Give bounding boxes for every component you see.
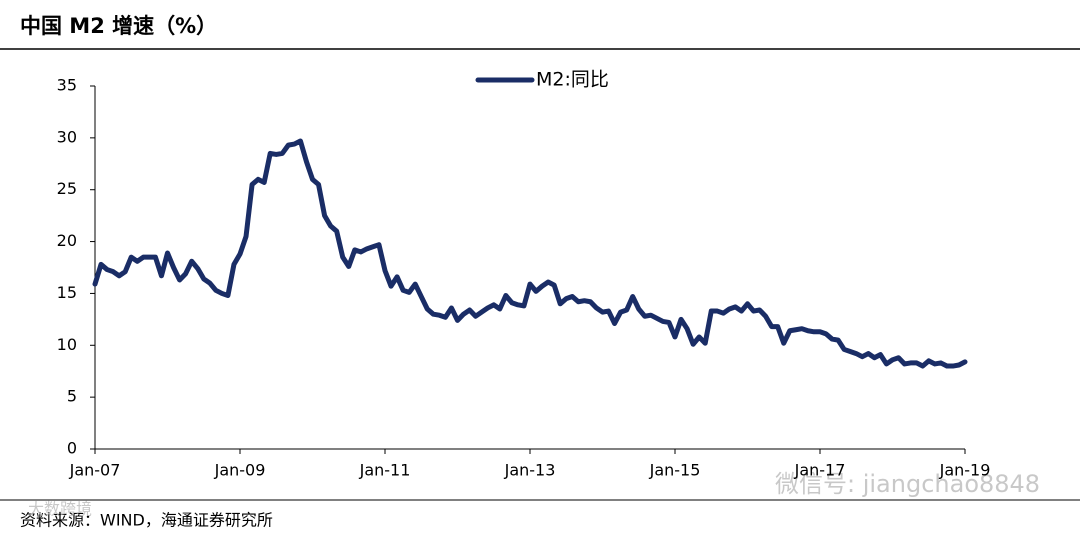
y-tick-label: 20 [57, 231, 77, 250]
x-tick-label: Jan-17 [794, 461, 846, 480]
y-tick-label: 0 [67, 439, 77, 458]
x-tick-label: Jan-19 [939, 461, 991, 480]
x-tick-label: Jan-11 [359, 461, 411, 480]
source-note: 资料来源：WIND，海通证券研究所 [20, 511, 273, 530]
y-tick-label: 15 [57, 283, 77, 302]
y-tick-label: 30 [57, 127, 77, 146]
y-tick-label: 35 [57, 76, 77, 95]
y-tick-label: 10 [57, 335, 77, 354]
data-line [92, 138, 968, 369]
y-tick-label: 5 [67, 387, 77, 406]
y-tick-label: 25 [57, 179, 77, 198]
x-tick-label: Jan-15 [649, 461, 701, 480]
x-tick-label: Jan-09 [214, 461, 266, 480]
watermark: 微信号: jiangchao8848 [775, 470, 1040, 498]
x-tick-label: Jan-13 [504, 461, 556, 480]
chart-title: 中国 M2 增速（%） [20, 14, 217, 38]
legend-label: M2:同比 [536, 69, 609, 91]
x-tick-label: Jan-07 [69, 461, 121, 480]
watermark: 大数跨境 [28, 500, 92, 519]
